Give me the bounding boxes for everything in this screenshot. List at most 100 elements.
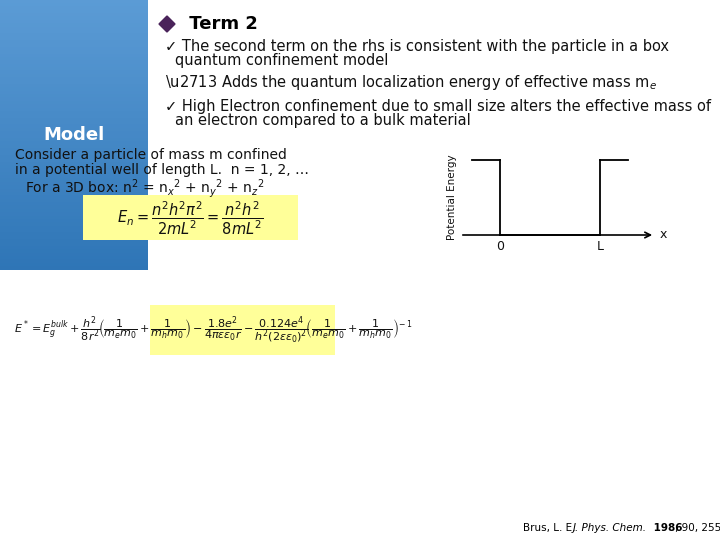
Text: $E^* = E_g^{bulk} + \dfrac{h^2}{8r^2}\!\left(\dfrac{1}{m_em_0}+\dfrac{1}{m_hm_0}: $E^* = E_g^{bulk} + \dfrac{h^2}{8r^2}\!\…: [14, 314, 413, 346]
Bar: [0, 121, 148, 125]
Bar: [0, 263, 148, 267]
Bar: [0, 0, 148, 3]
Bar: [0, 94, 148, 98]
Bar: [0, 172, 148, 176]
Bar: [0, 145, 148, 148]
Bar: [0, 3, 148, 6]
Bar: [0, 74, 148, 78]
Bar: [0, 148, 148, 152]
Bar: [0, 57, 148, 60]
Bar: [0, 53, 148, 57]
Text: Consider a particle of mass m confined: Consider a particle of mass m confined: [15, 148, 287, 162]
Text: $E_n = \dfrac{n^2h^2\pi^2}{2mL^2} = \dfrac{n^2h^2}{8mL^2}$: $E_n = \dfrac{n^2h^2\pi^2}{2mL^2} = \dfr…: [117, 199, 264, 237]
Bar: [0, 239, 148, 243]
Bar: [0, 60, 148, 64]
Bar: [0, 178, 148, 183]
Bar: [0, 242, 148, 246]
Bar: [0, 175, 148, 179]
Bar: [0, 141, 148, 145]
Bar: [150, 305, 335, 355]
Bar: [0, 134, 148, 138]
Bar: [0, 33, 148, 37]
Text: Potential Energy: Potential Energy: [447, 154, 457, 240]
Bar: [0, 222, 148, 226]
Bar: [0, 205, 148, 209]
Bar: [0, 124, 148, 128]
Bar: [0, 20, 148, 24]
Bar: [0, 70, 148, 74]
Bar: [0, 30, 148, 33]
Bar: [0, 199, 148, 202]
Bar: [0, 131, 148, 135]
Bar: [0, 209, 148, 213]
Bar: [0, 195, 148, 199]
Bar: [0, 215, 148, 219]
Text: Model: Model: [43, 126, 104, 144]
Bar: [0, 101, 148, 105]
Text: \u2713 Adds the quantum localization energy of effective mass m$_e$: \u2713 Adds the quantum localization ene…: [165, 72, 657, 91]
Text: ✓ The second term on the rhs is consistent with the particle in a box: ✓ The second term on the rhs is consiste…: [165, 38, 669, 53]
Polygon shape: [159, 16, 175, 32]
Bar: [0, 249, 148, 253]
Bar: [0, 155, 148, 159]
Bar: [0, 111, 148, 115]
Bar: [0, 219, 148, 222]
Bar: [0, 47, 148, 51]
Bar: [0, 253, 148, 256]
Bar: [0, 87, 148, 91]
Bar: [0, 77, 148, 81]
Text: For a 3D box: n$^2$ = n$_x$$^2$ + n$_y$$^2$ + n$_z$$^2$: For a 3D box: n$^2$ = n$_x$$^2$ + n$_y$$…: [25, 178, 265, 200]
Bar: [0, 168, 148, 172]
Bar: [0, 158, 148, 162]
Bar: [0, 50, 148, 54]
Bar: [0, 266, 148, 270]
Bar: [0, 188, 148, 192]
Bar: [83, 195, 298, 240]
Text: J. Phys. Chem.: J. Phys. Chem.: [573, 523, 647, 533]
Bar: [0, 128, 148, 132]
Text: 0: 0: [496, 240, 504, 253]
Bar: [0, 67, 148, 71]
Bar: [0, 246, 148, 249]
Bar: [0, 16, 148, 20]
Bar: [0, 114, 148, 118]
Bar: [0, 91, 148, 94]
Bar: [0, 104, 148, 108]
Bar: [0, 107, 148, 111]
Bar: [0, 151, 148, 156]
Text: , 90, 2555: , 90, 2555: [675, 523, 720, 533]
Bar: [0, 212, 148, 216]
Bar: [0, 185, 148, 189]
Bar: [0, 229, 148, 233]
Bar: [0, 43, 148, 47]
Bar: [0, 80, 148, 84]
Text: Term 2: Term 2: [183, 15, 258, 33]
Bar: [0, 26, 148, 30]
Text: 1986: 1986: [650, 523, 683, 533]
Bar: [0, 192, 148, 195]
Bar: [0, 118, 148, 122]
Text: quantum confinement model: quantum confinement model: [175, 53, 388, 69]
Bar: [0, 256, 148, 260]
Bar: [0, 6, 148, 10]
Bar: [0, 236, 148, 240]
Bar: [0, 226, 148, 230]
Bar: [0, 97, 148, 102]
Text: ✓ High Electron confinement due to small size alters the effective mass of: ✓ High Electron confinement due to small…: [165, 98, 711, 113]
Bar: [0, 138, 148, 141]
Bar: [0, 10, 148, 14]
Text: Brus, L. E.: Brus, L. E.: [523, 523, 579, 533]
Text: L: L: [596, 240, 603, 253]
Bar: [0, 165, 148, 168]
Text: in a potential well of length L.  n = 1, 2, …: in a potential well of length L. n = 1, …: [15, 163, 309, 177]
Bar: [0, 64, 148, 68]
Bar: [0, 161, 148, 165]
Bar: [0, 232, 148, 237]
Bar: [0, 23, 148, 27]
Bar: [0, 182, 148, 186]
Bar: [0, 13, 148, 17]
Bar: [0, 259, 148, 263]
Bar: [0, 37, 148, 40]
Text: x: x: [660, 228, 667, 241]
Text: an electron compared to a bulk material: an electron compared to a bulk material: [175, 113, 471, 129]
